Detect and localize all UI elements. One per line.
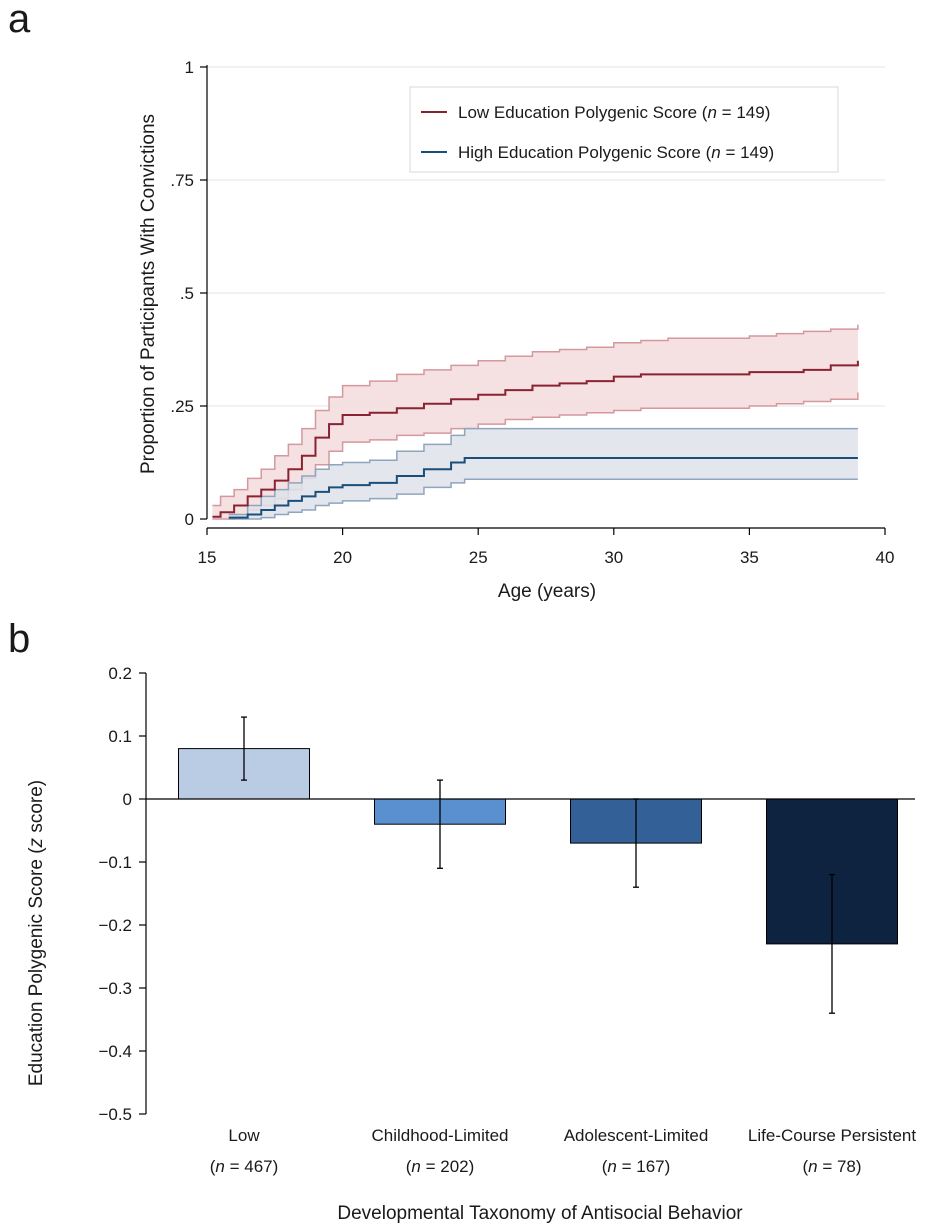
panel-b-y-tick-label: −0.2 xyxy=(98,916,132,935)
panel-b-category-n-italic: n xyxy=(607,1157,616,1176)
panel-b-category-label: Low xyxy=(228,1126,260,1145)
panel-a-y-tick-label: .5 xyxy=(180,284,194,303)
panel-a-label: a xyxy=(8,0,31,41)
panel-b-y-tick-label: 0.1 xyxy=(108,727,132,746)
panel-a-x-tick-label: 20 xyxy=(333,548,352,567)
panel-b-category-n-italic: n xyxy=(215,1157,224,1176)
panel-a-x-axis-title: Age (years) xyxy=(498,581,596,602)
panel-b-category-n: (n = 167) xyxy=(602,1157,671,1176)
panel-b-error-bars xyxy=(241,717,835,1013)
panel-a-legend-label-suffix: = 149) xyxy=(721,143,774,162)
panel-b-bar-chart: b 0.2 0.1 0 −0.1 −0.2 −0.3 −0.4 −0.5 Low (n = 46… xyxy=(8,617,916,1224)
panel-b-category-n: (n = 78) xyxy=(802,1157,861,1176)
panel-b-y-tick-label: −0.3 xyxy=(98,979,132,998)
panel-a-legend: Low Education Polygenic Score (n = 149)H… xyxy=(410,87,838,172)
panel-a-legend-label-italic: n xyxy=(707,103,716,122)
panel-a-legend-label-prefix: Low Education Polygenic Score ( xyxy=(458,103,708,122)
panel-b-category-n-italic: n xyxy=(411,1157,420,1176)
panel-b-category-n: (n = 202) xyxy=(406,1157,475,1176)
panel-a-x-tick-label: 30 xyxy=(604,548,623,567)
panel-b-y-axis-title-suffix: score) xyxy=(26,780,47,838)
panel-b-y-axis-title-italic: z xyxy=(26,837,47,848)
panel-b-bars xyxy=(179,749,898,944)
panel-b-y-tick-label: 0.2 xyxy=(108,664,132,683)
panel-b-category-n-value: = 78) xyxy=(818,1157,862,1176)
panel-b-category-n-value: = 167) xyxy=(617,1157,670,1176)
panel-b-category-label: Adolescent-Limited xyxy=(564,1126,709,1145)
panel-b-y-tick-label: −0.1 xyxy=(98,853,132,872)
panel-b-label: b xyxy=(8,617,30,661)
panel-a-legend-label-prefix: High Education Polygenic Score ( xyxy=(458,143,712,162)
panel-a-confidence-bands xyxy=(212,325,857,519)
panel-a-x-tick-label: 40 xyxy=(876,548,895,567)
panel-b-y-ticks: 0.2 0.1 0 −0.1 −0.2 −0.3 −0.4 −0.5 xyxy=(98,664,146,1124)
panel-b-y-tick-label: −0.4 xyxy=(98,1042,132,1061)
panel-a-x-tick-label: 15 xyxy=(198,548,217,567)
panel-a-y-tick-label: 0 xyxy=(185,510,194,529)
panel-a-x-ticks: 15 20 25 30 35 40 xyxy=(198,528,895,567)
panel-b-category-labels: Low (n = 467) Childhood-Limited (n = 202) Ad… xyxy=(210,1126,917,1176)
panel-a-y-tick-label: 1 xyxy=(185,58,194,77)
panel-a-line-chart: a 15 20 25 30 35 40 0 .25 .5 .75 1 Age (years) Pr… xyxy=(8,0,894,602)
panel-a-y-ticks: 0 .25 .5 .75 1 xyxy=(170,58,207,529)
panel-b-y-axis-title: Education Polygenic Score (z score) xyxy=(26,780,47,1086)
panel-b-x-axis-title: Developmental Taxonomy of Antisocial Beh… xyxy=(337,1203,743,1224)
panel-b-category-n: (n = 467) xyxy=(210,1157,279,1176)
panel-a-y-axis-title: Proportion of Participants With Convicti… xyxy=(138,114,159,474)
panel-b-category-n-value: = 202) xyxy=(421,1157,474,1176)
panel-b-category-label: Life-Course Persistent xyxy=(748,1126,916,1145)
panel-a-legend-label-suffix: = 149) xyxy=(717,103,770,122)
panel-a-x-tick-label: 35 xyxy=(740,548,759,567)
panel-a-legend-label: High Education Polygenic Score (n = 149) xyxy=(458,143,774,162)
panel-a-y-tick-label: .75 xyxy=(170,171,194,190)
panel-b-category-n-italic: n xyxy=(808,1157,817,1176)
panel-b-y-tick-label: 0 xyxy=(123,790,132,809)
panel-a-legend-label-italic: n xyxy=(711,143,720,162)
panel-b-category-label: Childhood-Limited xyxy=(371,1126,508,1145)
panel-b-y-axis-title-prefix: Education Polygenic Score ( xyxy=(26,847,47,1086)
panel-a-legend-label: Low Education Polygenic Score (n = 149) xyxy=(458,103,770,122)
panel-b-category-n-value: = 467) xyxy=(225,1157,278,1176)
panel-a-x-tick-label: 25 xyxy=(469,548,488,567)
panel-b-y-tick-label: −0.5 xyxy=(98,1105,132,1124)
panel-a-y-tick-label: .25 xyxy=(170,397,194,416)
